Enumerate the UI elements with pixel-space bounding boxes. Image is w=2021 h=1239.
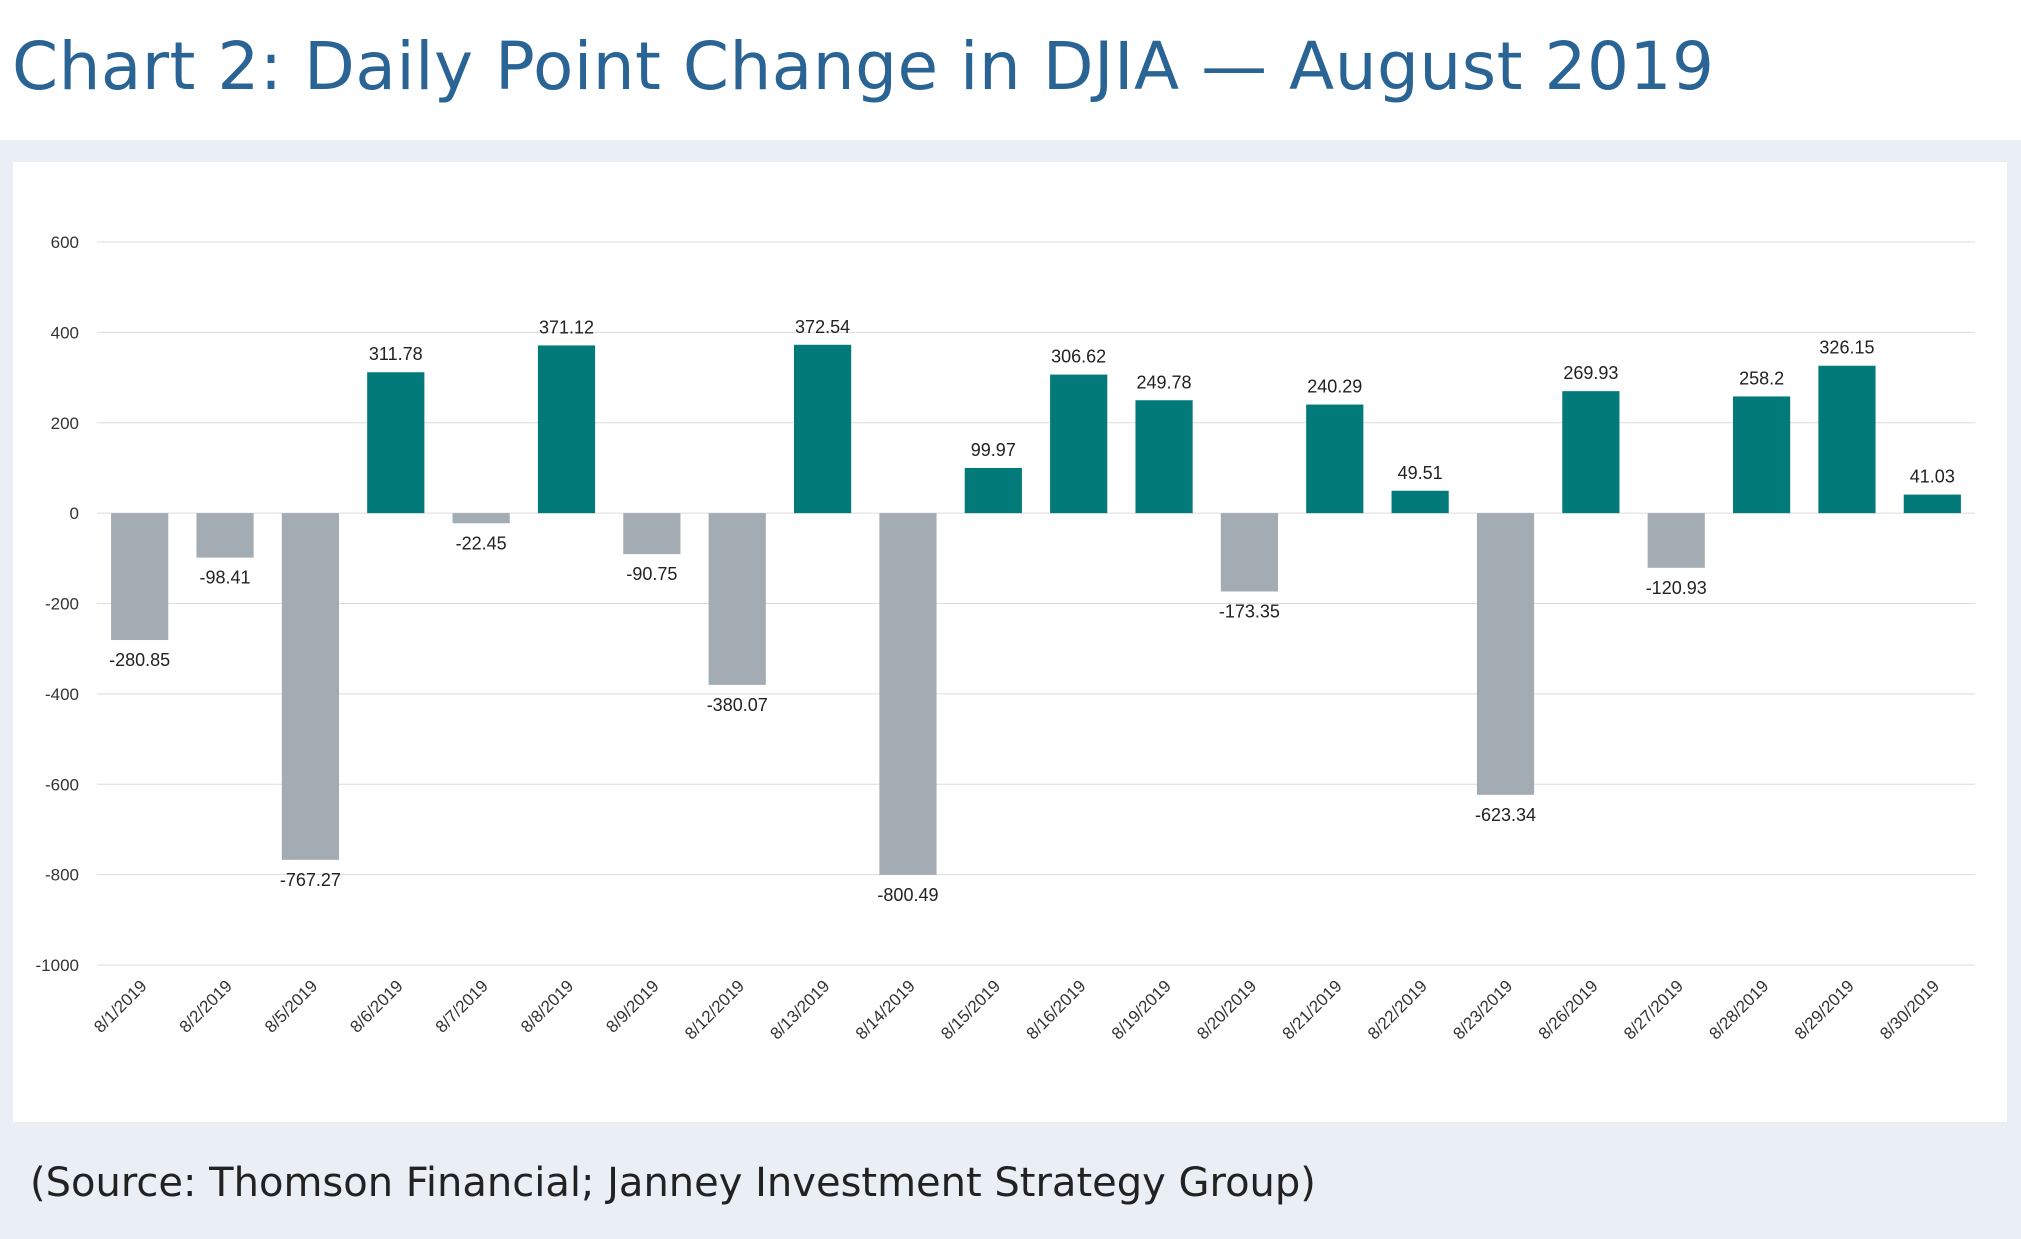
data-label: 249.78 <box>1137 372 1192 392</box>
bar <box>1135 400 1193 514</box>
bar <box>879 513 937 875</box>
bar <box>367 372 425 514</box>
x-tick-label: 8/15/2019 <box>937 976 1004 1043</box>
x-tick-label: 8/20/2019 <box>1193 976 1260 1043</box>
bar <box>1732 396 1791 514</box>
bar <box>1903 494 1961 514</box>
y-tick-label: 200 <box>51 414 79 433</box>
x-tick-label: 8/23/2019 <box>1449 976 1516 1043</box>
x-tick-label: 8/2/2019 <box>176 976 236 1036</box>
y-tick-label: -400 <box>45 685 79 704</box>
y-tick-label: -200 <box>45 595 79 614</box>
bar <box>793 344 852 514</box>
bar <box>1050 374 1108 514</box>
data-label: -623.34 <box>1475 805 1536 825</box>
x-tick-label: 8/29/2019 <box>1791 976 1858 1043</box>
x-tick-label: 8/26/2019 <box>1535 976 1602 1043</box>
x-tick-label: 8/28/2019 <box>1705 976 1772 1043</box>
x-tick-label: 8/14/2019 <box>852 976 919 1043</box>
data-label: 49.51 <box>1398 463 1443 483</box>
data-label: 240.29 <box>1307 377 1362 397</box>
data-label: 326.15 <box>1819 338 1874 358</box>
y-tick-label: -600 <box>45 775 79 794</box>
y-tick-label: 600 <box>51 233 79 252</box>
x-tick-label: 8/22/2019 <box>1364 976 1431 1043</box>
bar <box>111 513 169 641</box>
bar <box>708 513 766 685</box>
x-tick-label: 8/21/2019 <box>1279 976 1346 1043</box>
data-label: -767.27 <box>280 870 341 890</box>
y-tick-label: -1000 <box>36 956 79 975</box>
x-tick-label: 8/19/2019 <box>1108 976 1175 1043</box>
data-label: -98.41 <box>200 568 251 588</box>
data-label: 311.78 <box>369 344 423 364</box>
x-tick-label: 8/30/2019 <box>1876 976 1943 1043</box>
bar <box>1818 365 1876 514</box>
data-label: -280.85 <box>109 650 170 670</box>
bar <box>623 513 681 555</box>
data-label: 306.62 <box>1051 347 1106 367</box>
data-label: -22.45 <box>456 533 507 553</box>
bar <box>452 513 510 524</box>
x-tick-label: 8/6/2019 <box>346 976 406 1036</box>
y-tick-label: 0 <box>70 504 79 523</box>
data-label: 372.54 <box>795 317 850 337</box>
data-label: -380.07 <box>707 695 768 715</box>
x-tick-label: 8/13/2019 <box>766 976 833 1043</box>
x-tick-label: 8/12/2019 <box>681 976 748 1043</box>
data-label: 99.97 <box>971 440 1016 460</box>
data-label: -800.49 <box>877 885 938 905</box>
x-tick-label: 8/5/2019 <box>261 976 321 1036</box>
data-label: 41.03 <box>1910 467 1955 487</box>
bar <box>1562 391 1620 514</box>
x-tick-label: 8/7/2019 <box>432 976 492 1036</box>
y-tick-label: -800 <box>45 866 79 885</box>
x-tick-label: 8/27/2019 <box>1620 976 1687 1043</box>
x-tick-label: 8/8/2019 <box>517 976 577 1036</box>
bar <box>1476 513 1535 795</box>
data-label: -120.93 <box>1646 578 1707 598</box>
bar <box>196 513 254 558</box>
bar <box>1647 513 1705 568</box>
x-tick-label: 8/1/2019 <box>90 976 150 1036</box>
x-tick-label: 8/16/2019 <box>1023 976 1090 1043</box>
source-note: (Source: Thomson Financial; Janney Inves… <box>30 1160 1316 1206</box>
data-label: -173.35 <box>1219 601 1280 621</box>
data-label: 258.2 <box>1739 368 1784 388</box>
bar-chart: 600 400 200 0 -200 -400 -600 -800 -1000 -280.85 8/… <box>36 233 1975 1043</box>
bar <box>1391 490 1449 514</box>
bar <box>964 467 1022 514</box>
chart-area: 600 400 200 0 -200 -400 -600 -800 -1000 -280.85 8/… <box>13 162 2007 1122</box>
chart-title: Chart 2: Daily Point Change in DJIA — Au… <box>12 28 1715 105</box>
bar <box>1220 513 1279 592</box>
x-tick-label: 8/9/2019 <box>602 976 662 1036</box>
bar <box>281 513 340 860</box>
data-label: 371.12 <box>539 317 594 337</box>
data-label: -90.75 <box>626 564 677 584</box>
bar <box>1306 404 1364 514</box>
data-label: 269.93 <box>1563 363 1618 383</box>
bar <box>537 345 596 514</box>
y-tick-label: 400 <box>51 323 79 342</box>
